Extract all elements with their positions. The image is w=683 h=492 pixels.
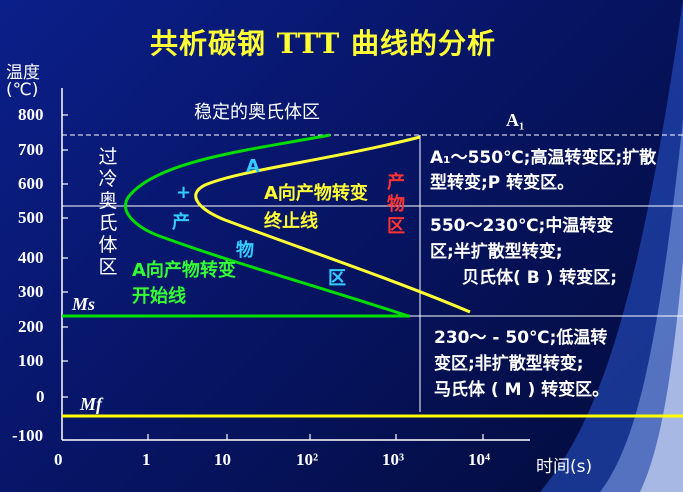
- ms-label: Ms: [72, 294, 96, 314]
- high-temp-zone-desc: A₁～550℃;高温转变区;扩散型转变;P 转变区。: [430, 148, 657, 193]
- region-wu-label: 物: [236, 240, 254, 261]
- y-tick-label: 500: [18, 208, 44, 227]
- x-tick-label: 10²: [296, 450, 319, 469]
- x-tick-label: 0: [54, 450, 63, 469]
- start-line-label: A向产物转变开始线: [132, 260, 236, 307]
- y-axis-unit: (℃): [6, 80, 39, 100]
- y-tick-label: 800: [18, 105, 44, 124]
- stable-austenite-label: 稳定的奥氏体区: [194, 102, 320, 123]
- region-a-label: A: [246, 156, 260, 177]
- start-curve: [124, 133, 409, 318]
- finish-line-label: A向产物转变终止线: [264, 183, 368, 232]
- y-tick-label: 700: [18, 140, 44, 159]
- x-tick-label: 1: [142, 450, 151, 469]
- mid-temp-zone-line1: 550～230℃;中温转变: [430, 216, 614, 236]
- y-tick-label: 600: [18, 174, 44, 193]
- x-tick-label: 10: [214, 450, 231, 469]
- finish-curve: [194, 135, 471, 314]
- y-axis-label: 温度: [6, 63, 40, 83]
- y-tick-label: -100: [12, 426, 44, 445]
- a1-label: A₁: [506, 110, 525, 130]
- low-temp-zone-line3: 马氏体 ( M ) 转变区。: [434, 380, 610, 400]
- mf-label: Mf: [80, 394, 102, 414]
- slide-title: 共析碳钢 TTT 曲线的分析: [150, 27, 497, 60]
- y-tick-label: 0: [36, 387, 45, 406]
- undercooled-austenite-label: 过冷奥氏体区: [98, 146, 118, 278]
- y-tick-label: 100: [18, 351, 44, 370]
- x-tick-label: 10⁴: [468, 450, 491, 469]
- x-tick-label: 10³: [382, 450, 405, 469]
- region-chan-label: 产: [172, 212, 190, 233]
- y-tick-label: 200: [18, 317, 44, 336]
- y-tick-label: 400: [18, 248, 44, 267]
- x-axis-label: 时间(s): [536, 457, 593, 477]
- mid-temp-zone-line2: 区;半扩散型转变;: [430, 242, 563, 262]
- low-temp-zone-line1: 230～ - 50℃;低温转: [434, 328, 608, 348]
- low-temp-zone-line2: 变区;非扩散型转变;: [434, 354, 584, 374]
- y-tick-label: 300: [18, 282, 44, 301]
- region-plus-label: +: [176, 182, 192, 203]
- mid-temp-zone-line3: 贝氏体( B ) 转变区;: [462, 268, 618, 288]
- product-region-label: 产物区: [387, 172, 405, 237]
- region-qu-label: 区: [328, 268, 346, 289]
